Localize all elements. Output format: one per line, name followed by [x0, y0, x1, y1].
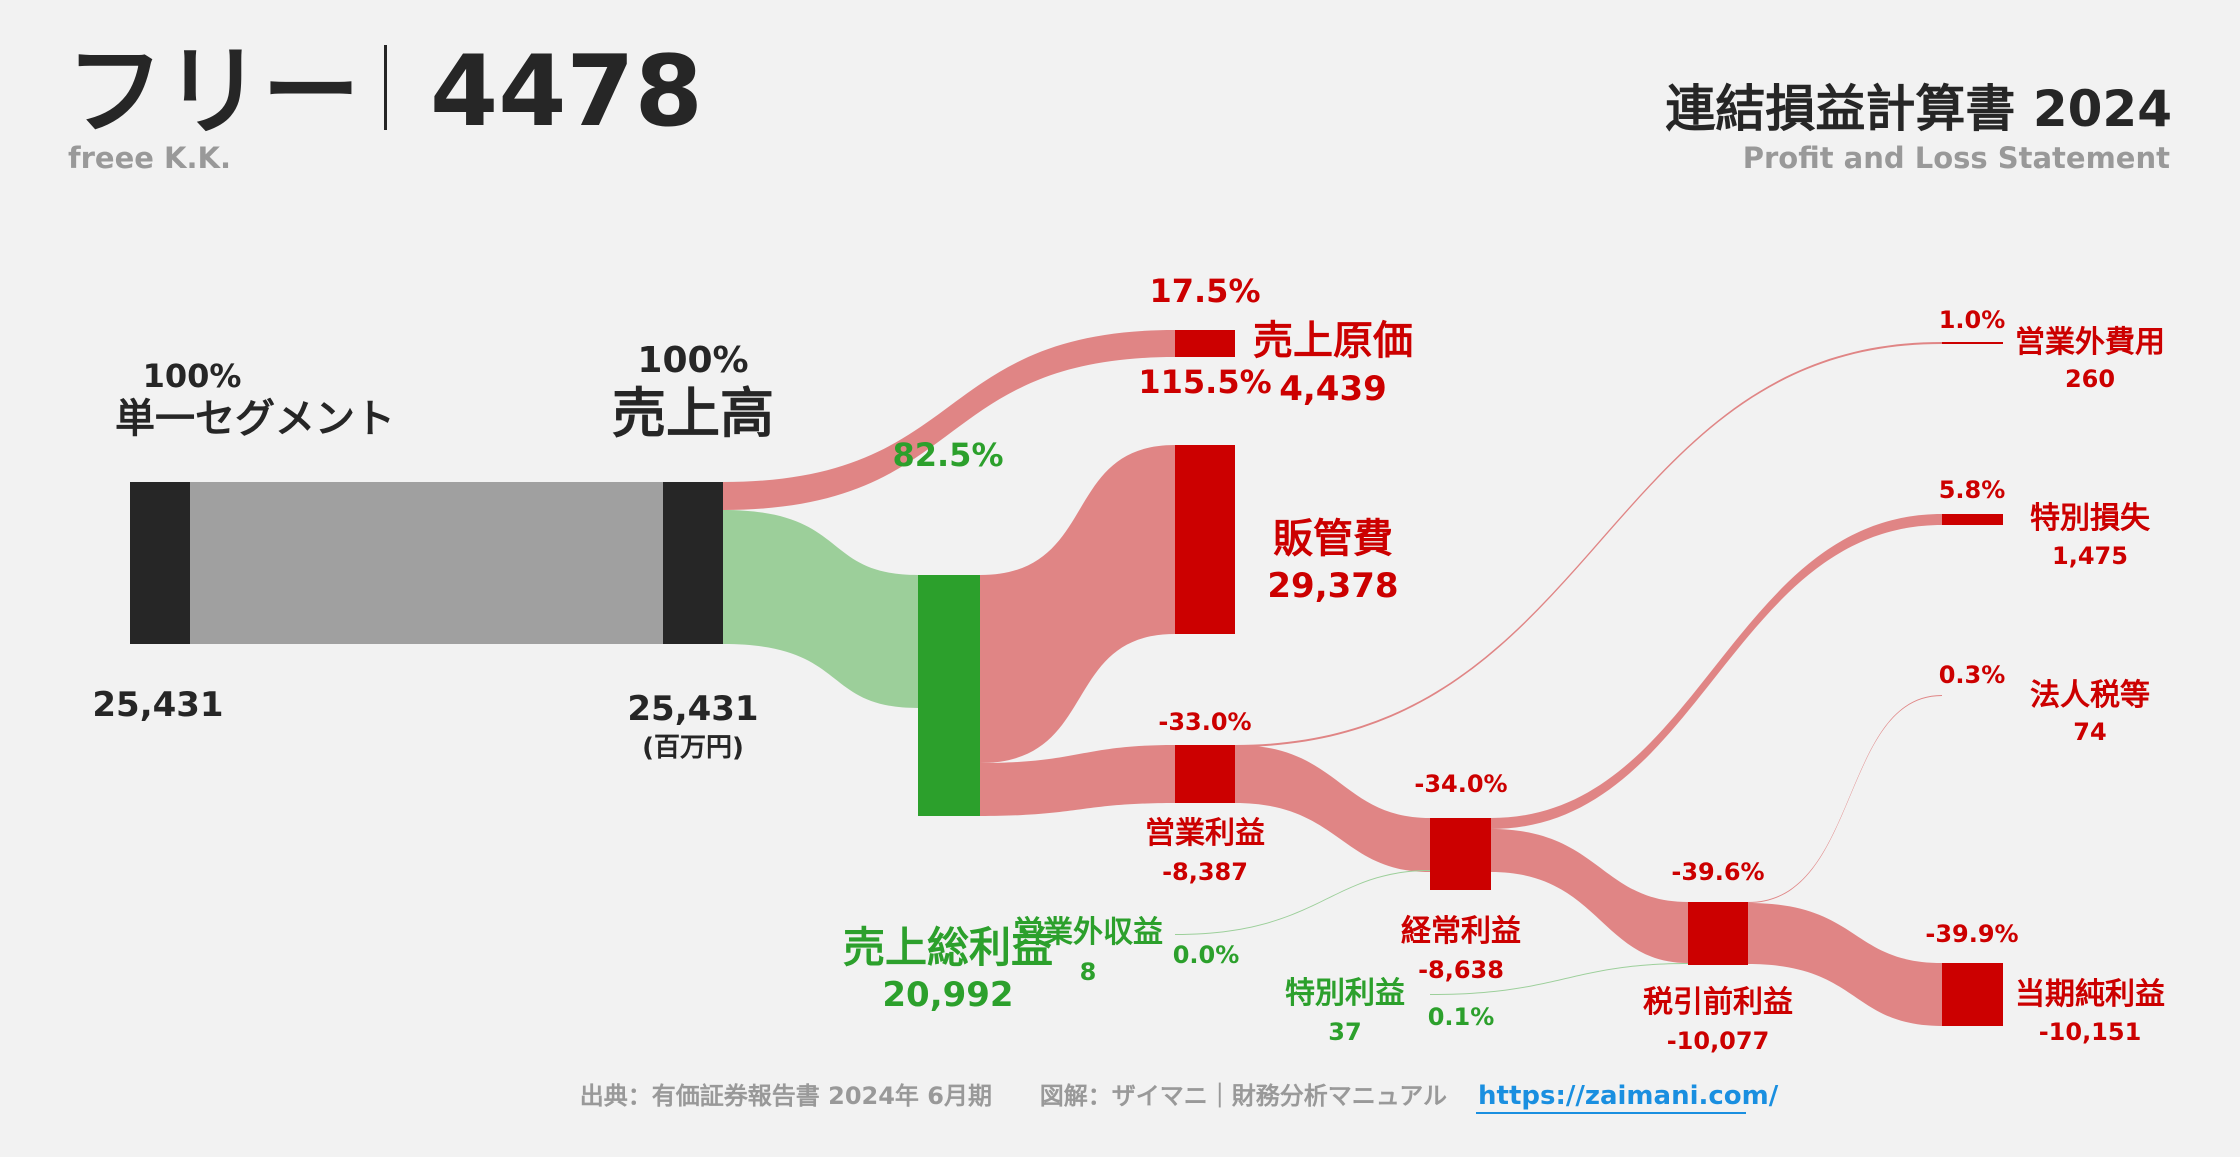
flow-revenue-to-cogs	[723, 330, 1175, 510]
ordinary-label: 経常利益	[1401, 914, 1521, 949]
flow-segment-to-revenue	[190, 482, 663, 644]
flow-revenue-to-gross-profit	[723, 510, 918, 708]
non-op-expense-value: 260	[2065, 365, 2115, 393]
node-ordinary-income	[1430, 818, 1491, 890]
cogs-label: 売上原価	[1253, 318, 1413, 364]
non-op-income-pct: 0.0%	[1173, 941, 1240, 969]
statement-subtitle: Profit and Loss Statement	[1743, 141, 2170, 175]
revenue-value: 25,431	[627, 689, 758, 729]
gross-label: 売上総利益	[843, 923, 1053, 972]
labels-layer: 100% 単一セグメント 25,431 100% 売上高 25,431 (百万円…	[92, 272, 2165, 1055]
ordinary-pct: -34.0%	[1414, 770, 1507, 798]
tax-label: 法人税等	[2030, 678, 2150, 713]
flows-layer	[190, 330, 1942, 1026]
segment-label: 単一セグメント	[115, 396, 395, 442]
net-pct: -39.9%	[1925, 920, 2018, 948]
special-gain-pct: 0.1%	[1428, 1003, 1495, 1031]
flow-gross-profit-to-operating-income	[980, 745, 1175, 816]
statement-title: 連結損益計算書 2024	[1665, 80, 2172, 138]
special-loss-value: 1,475	[2052, 542, 2128, 570]
revenue-pct: 100%	[637, 340, 748, 381]
op-pct: -33.0%	[1158, 708, 1251, 736]
company-en: freee K.K.	[68, 141, 231, 175]
flow-ordinary-income-to-pretax-income	[1491, 829, 1688, 963]
flow-pretax-income-to-net-income	[1748, 903, 1942, 1026]
node-pretax-income	[1688, 902, 1748, 965]
gross-value: 20,992	[882, 975, 1013, 1015]
pretax-label: 税引前利益	[1643, 985, 1793, 1020]
node-cogs	[1175, 330, 1235, 357]
node-special-loss	[1942, 514, 2003, 525]
flow-gross-profit-to-sga	[980, 445, 1175, 763]
pretax-pct: -39.6%	[1671, 858, 1764, 886]
net-value: -10,151	[2039, 1018, 2142, 1046]
non-op-income-label: 営業外収益	[1013, 915, 1163, 950]
revenue-label: 売上高	[612, 382, 774, 445]
ordinary-value: -8,638	[1418, 956, 1504, 984]
node-net-income	[1942, 963, 2003, 1026]
node-segment	[130, 482, 190, 644]
sga-value: 29,378	[1267, 566, 1398, 606]
sga-label: 販管費	[1273, 516, 1393, 562]
non-op-income-value: 8	[1080, 958, 1097, 986]
footer-credit: 図解：ザイマニ｜財務分析マニュアル	[1040, 1082, 1447, 1110]
nodes-layer	[130, 330, 2003, 1026]
revenue-unit: (百万円)	[642, 733, 744, 763]
node-sga	[1175, 445, 1235, 634]
non-op-expense-label: 営業外費用	[2015, 325, 2165, 360]
ticker: 4478	[430, 35, 703, 149]
footer-source: 出典：有価証券報告書 2024年 6月期	[580, 1082, 992, 1110]
cogs-pct: 17.5%	[1149, 272, 1260, 310]
segment-value: 25,431	[92, 685, 223, 725]
special-gain-value: 37	[1328, 1018, 1361, 1046]
node-operating-income	[1175, 745, 1235, 803]
special-loss-pct: 5.8%	[1939, 476, 2006, 504]
company-name: フリー	[66, 35, 360, 149]
net-label: 当期純利益	[2015, 977, 2165, 1012]
non-op-expense-pct: 1.0%	[1939, 306, 2006, 334]
tax-pct: 0.3%	[1939, 661, 2006, 689]
footer: 出典：有価証券報告書 2024年 6月期 図解：ザイマニ｜財務分析マニュアル h…	[580, 1081, 1779, 1114]
op-value: -8,387	[1162, 858, 1248, 886]
cogs-pct-extra: 115.5%	[1138, 363, 1271, 401]
cogs-value: 4,439	[1279, 369, 1387, 409]
segment-pct: 100%	[143, 357, 242, 395]
footer-link-underline	[1476, 1112, 1746, 1114]
flow-ordinary-income-to-special-loss	[1491, 514, 1942, 829]
node-non-operating-expenses	[1942, 342, 2003, 344]
footer-link[interactable]: https://zaimani.com/	[1478, 1081, 1779, 1111]
special-gain-label: 特別利益	[1285, 976, 1405, 1011]
flow-pretax-income-to-taxes	[1748, 695, 1942, 903]
node-gross-profit	[918, 575, 980, 816]
op-label: 営業利益	[1145, 816, 1265, 851]
title-divider	[384, 45, 387, 130]
gross-pct: 82.5%	[892, 436, 1003, 474]
tax-value: 74	[2073, 718, 2106, 746]
node-revenue	[663, 482, 723, 644]
special-loss-label: 特別損失	[2030, 501, 2151, 536]
pretax-value: -10,077	[1667, 1027, 1770, 1055]
header: フリー 4478 freee K.K. 連結損益計算書 2024 Profit …	[66, 35, 2172, 175]
flow-operating-income-to-ordinary-income	[1235, 745, 1430, 872]
